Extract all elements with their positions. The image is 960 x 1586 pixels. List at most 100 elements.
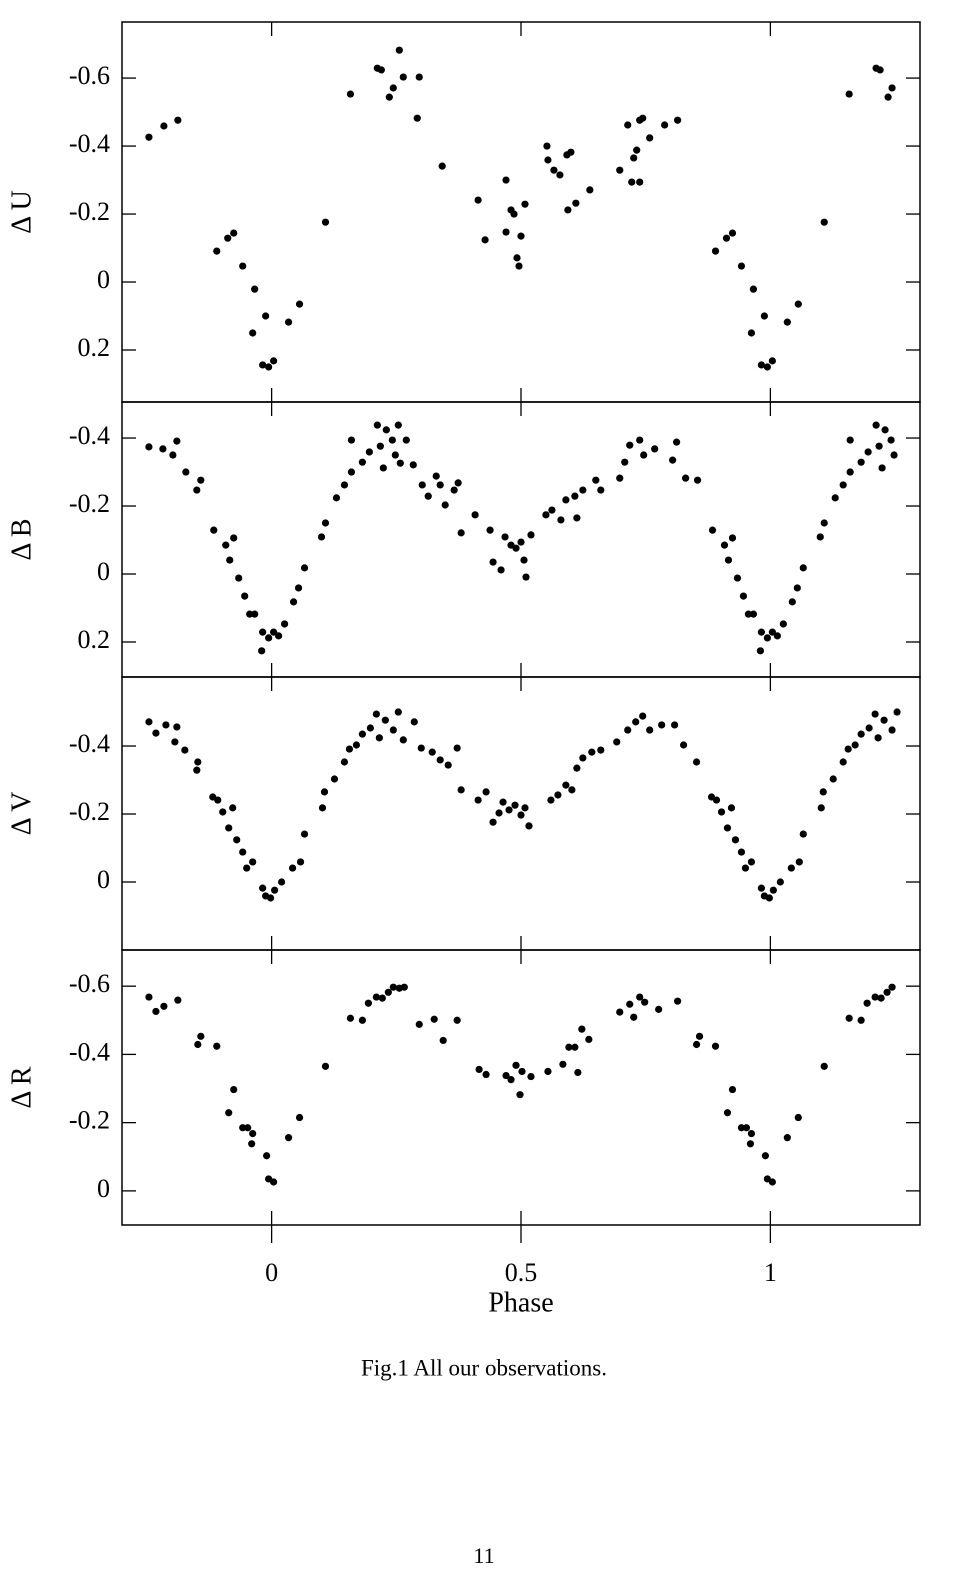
data-point [888,983,896,991]
data-point [145,718,153,726]
data-point [222,541,230,549]
y-axis-label: Δ U [6,190,37,234]
data-point [345,745,354,753]
data-point [399,73,407,81]
data-point [340,481,349,489]
data-point [417,744,425,752]
data-point [230,229,238,237]
x-tick-label: 0 [265,1258,278,1287]
caption: Fig.1 All our observations. [361,1355,607,1380]
data-point [516,1091,524,1099]
data-point [693,476,702,484]
data-point [372,993,380,1001]
data-point [239,1124,247,1132]
data-point [636,436,644,444]
y-tick-label: 0.2 [78,625,111,654]
data-point [384,988,392,996]
data-point [616,166,624,174]
data-point [159,445,167,453]
data-point [799,830,807,838]
data-point [727,804,736,812]
data-point [173,723,181,731]
data-point [145,993,153,1001]
data-point [284,318,293,326]
data-point [511,801,519,809]
data-point [746,1140,755,1148]
data-point [641,998,649,1006]
data-point [768,1178,776,1186]
data-point [300,564,309,572]
data-point [259,361,267,369]
data-point [578,1025,586,1033]
data-point [270,357,278,365]
data-point [554,791,562,799]
data-point [728,1085,737,1094]
data-point [275,632,283,640]
data-point [347,468,356,476]
data-point [711,247,720,255]
plot-frame [121,21,921,403]
data-point [520,556,528,564]
data-point [171,738,179,746]
data-point [160,122,168,130]
data-point [776,878,784,886]
data-point [671,721,679,729]
data-point [646,134,654,142]
data-point [887,436,895,444]
data-point [474,196,482,204]
data-point [510,210,518,218]
data-point [381,716,389,724]
data-point [757,884,765,892]
data-point [413,114,421,122]
data-point [542,511,550,519]
data-point [817,804,825,812]
data-point [651,445,659,453]
data-point [320,788,329,796]
data-point [152,729,160,737]
data-point [872,421,880,429]
data-point [457,529,465,537]
data-point [579,486,587,494]
data-point [372,710,380,718]
data-point [265,634,273,642]
data-point [214,796,222,804]
y-tick-label: -0.4 [69,1037,110,1066]
data-point [521,200,529,208]
data-point [402,436,410,444]
data-point [820,519,828,527]
data-point [410,718,418,726]
data-point [857,458,865,466]
data-point [365,448,373,456]
data-point [880,716,888,724]
data-point [681,474,690,482]
data-point [471,511,479,519]
data-point [624,726,632,734]
data-point [224,234,232,242]
data-point [230,1085,238,1094]
data-point [482,788,490,796]
data-point [373,421,381,429]
data-point [857,1016,865,1024]
data-point [280,620,289,628]
data-point [737,1124,746,1132]
data-point [271,886,279,894]
y-tick-label: -0.2 [69,1106,110,1135]
data-point [749,285,758,293]
data-point [783,318,791,326]
data-point [441,501,449,509]
data-point [444,761,452,769]
data-point [321,1062,330,1070]
data-point [749,610,758,618]
data-point [731,836,740,844]
y-tick-label: 0.2 [78,333,111,362]
data-point [579,754,587,762]
data-point [744,610,753,618]
data-point [820,1062,828,1070]
y-tick-label: -0.2 [69,197,110,226]
data-point [241,592,249,600]
data-point [415,1020,423,1028]
data-point [512,544,520,552]
data-point [482,1070,490,1079]
data-point [436,481,444,489]
